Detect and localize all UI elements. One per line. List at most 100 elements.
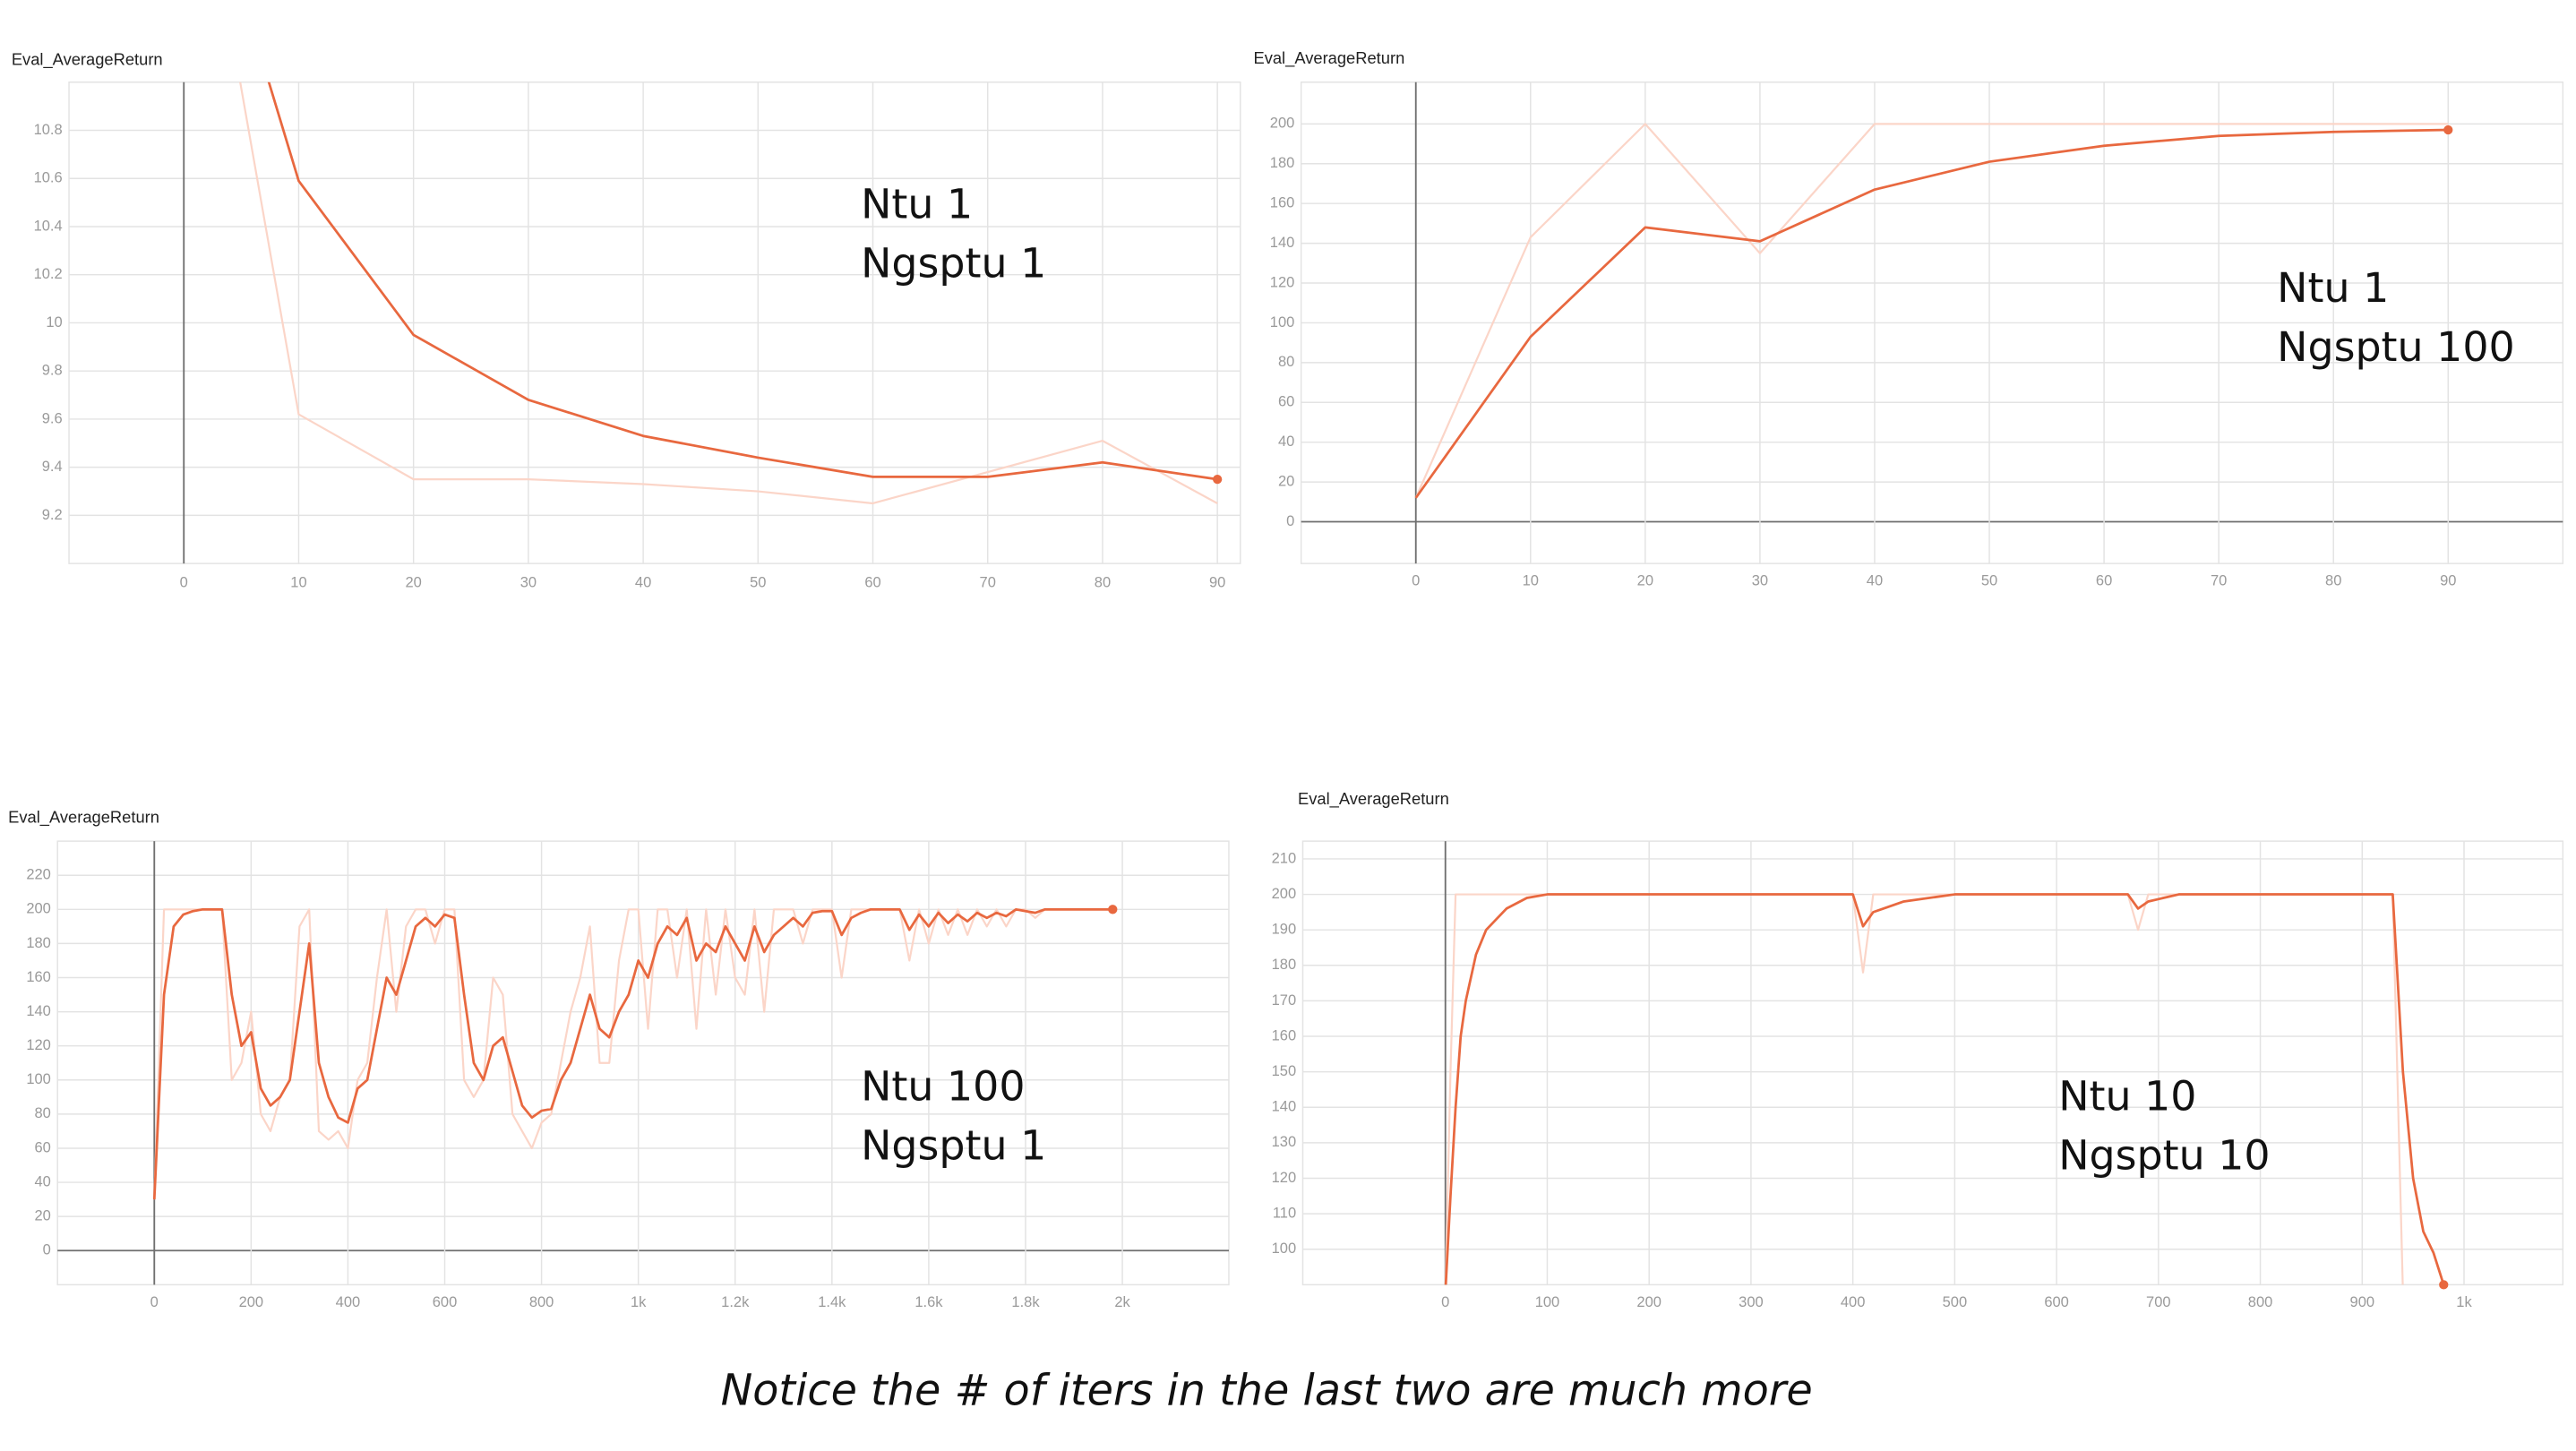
y-tick-label: 210 — [1272, 850, 1297, 866]
y-tick-label: 10.6 — [34, 170, 63, 186]
y-tick-label: 200 — [26, 901, 51, 917]
x-tick-label: 0 — [1412, 573, 1420, 589]
y-tick-label: 160 — [1270, 195, 1295, 211]
x-tick-label: 30 — [1752, 573, 1768, 589]
x-tick-label: 800 — [529, 1294, 554, 1310]
plot-frame — [56, 840, 1230, 1286]
y-tick-label: 20 — [35, 1208, 51, 1224]
y-tick-label: 180 — [1272, 957, 1297, 973]
y-tick-label: 10.2 — [34, 266, 63, 282]
annotation: Ntu 10 — [2058, 1072, 2196, 1120]
y-tick-label: 130 — [1272, 1134, 1297, 1150]
y-tick-label: 180 — [1270, 155, 1295, 171]
annotation: Ngsptu 100 — [2277, 322, 2514, 371]
chart-title: Eval_AverageReturn — [1298, 789, 1449, 809]
y-tick-label: 150 — [1272, 1063, 1297, 1079]
y-tick-label: 10.8 — [34, 122, 63, 138]
end-point — [1213, 474, 1223, 485]
x-tick-label: 70 — [2211, 573, 2227, 589]
x-tick-label: 1k — [631, 1294, 647, 1310]
x-tick-label: 0 — [150, 1294, 159, 1310]
x-tick-label: 200 — [1636, 1294, 1662, 1310]
x-tick-label: 400 — [1841, 1294, 1866, 1310]
chart-panel: Eval_AverageReturn 100 110 120 130 140 150 160 1… — [1272, 789, 2564, 1310]
y-tick-label: 40 — [1278, 434, 1294, 450]
y-tick-label: 40 — [35, 1173, 51, 1189]
x-tick-label: 600 — [433, 1294, 458, 1310]
x-tick-label: 300 — [1739, 1294, 1764, 1310]
x-tick-label: 90 — [2440, 573, 2456, 589]
y-tick-label: 100 — [1270, 314, 1295, 331]
chart-title: Eval_AverageReturn — [8, 807, 159, 827]
y-tick-label: 100 — [1272, 1241, 1297, 1257]
chart-title: Eval_AverageReturn — [12, 50, 163, 70]
y-tick-label: 80 — [1278, 354, 1294, 370]
x-tick-label: 1.2k — [721, 1294, 750, 1310]
x-tick-label: 1k — [2456, 1294, 2472, 1310]
x-tick-label: 1.6k — [914, 1294, 943, 1310]
x-tick-label: 700 — [2146, 1294, 2171, 1310]
y-tick-label: 140 — [1272, 1099, 1297, 1115]
x-tick-label: 100 — [1535, 1294, 1560, 1310]
y-tick-label: 60 — [35, 1139, 51, 1155]
series-line — [239, 82, 1218, 505]
x-tick-label: 1.4k — [818, 1294, 846, 1310]
chart-panel: Eval_AverageReturn 9.2 9.4 9.6 9.8 10 10.2 10.4… — [12, 50, 1241, 591]
plot-area — [1444, 893, 2445, 1285]
annotation: Ngsptu 10 — [2058, 1131, 2270, 1180]
chart-panel: Eval_AverageReturn0204060801001201401601… — [1253, 48, 2564, 589]
annotation: Ngsptu 1 — [861, 239, 1046, 288]
x-tick-label: 200 — [239, 1294, 264, 1310]
y-tick-label: 190 — [1272, 922, 1297, 938]
y-tick-label: 9.4 — [42, 459, 63, 475]
x-tick-label: 0 — [180, 575, 188, 591]
series-line — [1414, 123, 2449, 499]
x-tick-label: 400 — [336, 1294, 361, 1310]
y-tick-label: 60 — [1278, 394, 1294, 410]
plot-area — [1414, 123, 2449, 499]
x-tick-label: 10 — [290, 575, 306, 591]
y-tick-label: 170 — [1272, 992, 1297, 1009]
annotation: Ngsptu 1 — [861, 1121, 1046, 1170]
x-tick-label: 90 — [1209, 575, 1225, 591]
y-tick-label: 9.6 — [42, 410, 63, 426]
y-tick-label: 10 — [46, 314, 62, 331]
series-line — [153, 908, 1113, 1200]
end-point — [1108, 905, 1118, 914]
y-tick-label: 100 — [26, 1071, 51, 1087]
chart-title: Eval_AverageReturn — [1253, 48, 1404, 68]
x-tick-label: 500 — [1943, 1294, 1968, 1310]
plot-frame — [1301, 840, 2564, 1286]
series-line — [1444, 893, 2445, 1285]
y-tick-label: 120 — [1270, 274, 1295, 290]
y-tick-label: 80 — [35, 1105, 51, 1121]
x-tick-label: 20 — [405, 575, 421, 591]
annotation: Ntu 100 — [861, 1062, 1025, 1111]
x-tick-label: 600 — [2044, 1294, 2069, 1310]
y-tick-label: 220 — [26, 867, 51, 883]
series-line — [1414, 128, 2449, 499]
series-line — [152, 907, 1113, 1200]
y-tick-label: 9.2 — [42, 507, 63, 523]
plot-area — [239, 82, 1218, 505]
x-tick-label: 80 — [2325, 573, 2341, 589]
y-tick-label: 10.4 — [34, 218, 63, 234]
y-tick-label: 0 — [1286, 513, 1294, 529]
x-tick-label: 2k — [1114, 1294, 1130, 1310]
y-tick-label: 120 — [1272, 1170, 1297, 1186]
y-tick-label: 110 — [1273, 1205, 1296, 1221]
x-tick-label: 60 — [864, 575, 880, 591]
y-tick-label: 9.8 — [42, 363, 63, 379]
y-tick-label: 20 — [1278, 473, 1294, 489]
x-tick-label: 20 — [1637, 573, 1653, 589]
y-tick-label: 200 — [1270, 116, 1295, 132]
x-tick-label: 0 — [1441, 1294, 1449, 1310]
x-tick-label: 30 — [520, 575, 537, 591]
end-point — [2439, 1280, 2449, 1290]
series-line — [267, 82, 1218, 481]
x-tick-label: 70 — [980, 575, 996, 591]
y-tick-label: 180 — [26, 935, 51, 951]
y-tick-label: 140 — [26, 1003, 51, 1019]
